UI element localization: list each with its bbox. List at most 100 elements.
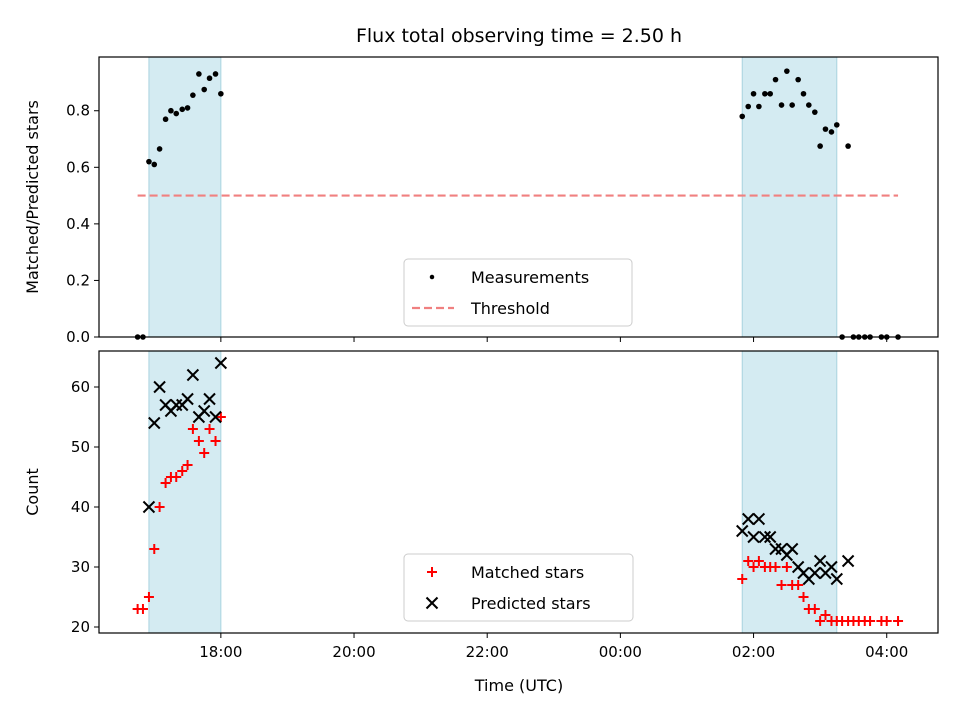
x-tick-label: 02:00 [732,643,775,661]
data-point [763,530,777,544]
legend-label: Threshold [470,299,550,318]
data-point [742,512,755,526]
data-point [789,102,795,108]
data-point [743,556,754,566]
data-point [762,90,768,97]
shaded-interval [741,56,838,338]
axes-frame [98,56,939,338]
data-point [750,90,757,97]
data-point [182,460,193,470]
x-axis-label: Time (UTC) [474,676,563,695]
data-point [218,90,224,97]
data-point [753,556,764,566]
x-tick-label: 20:00 [332,643,375,661]
x-tick-label: 18:00 [199,643,242,661]
legend-marker [427,567,437,577]
data-point [808,566,822,580]
data-point [196,71,202,77]
data-point [186,368,200,382]
data-point [204,424,215,434]
data-point [151,161,158,168]
data-point [817,143,823,149]
data-point [772,76,779,83]
y-axis-label: Count [23,468,42,516]
data-point [146,158,152,165]
data-point [162,116,169,123]
data-point [212,71,219,77]
data-point [177,466,188,476]
data-point [841,554,855,568]
legend-label: Predicted stars [471,594,591,613]
series-predicted-stars [142,356,855,586]
data-point [179,106,186,113]
data-point [745,103,752,110]
data-point [825,560,838,574]
y-tick-label: 20 [71,618,90,636]
data-point [809,604,820,614]
data-point [881,616,892,626]
data-point [784,68,790,74]
legend-label: Matched stars [471,563,584,582]
data-point [201,86,208,93]
y-tick-label: 40 [71,498,90,516]
data-point [181,392,194,406]
data-point [747,530,760,544]
x-tick-label: 22:00 [466,643,509,661]
y-tick-label: 0.4 [66,215,90,233]
data-point [137,604,148,614]
data-point [154,502,165,512]
shaded-interval [741,350,838,634]
data-point [199,448,210,458]
x-tick-label: 00:00 [599,643,642,661]
y-tick-label: 0.6 [66,158,90,176]
data-point [776,580,787,590]
data-point [193,436,204,446]
data-point [785,542,799,556]
data-point [778,102,785,108]
data-point [173,110,180,117]
legend-marker [425,596,439,610]
data-point [153,380,166,394]
data-point [828,129,835,135]
shaded-interval [148,56,222,338]
data-point [168,107,174,114]
data-point [171,472,182,482]
data-point [142,500,156,514]
data-point [795,76,801,83]
data-point [736,524,749,538]
data-point [822,126,829,132]
axes-frame [98,350,939,634]
y-tick-label: 0.8 [66,102,90,120]
data-point [215,412,226,422]
data-point [820,610,831,620]
data-point [865,616,876,626]
data-point [184,105,191,111]
legend-marker [429,274,435,280]
data-point [156,146,163,152]
data-point [798,592,809,602]
data-point [187,424,198,434]
data-point [893,616,904,626]
data-point [781,562,792,572]
legend-label: Measurements [471,268,589,287]
data-point [748,562,759,572]
data-point [160,478,171,488]
data-point [800,90,807,97]
data-point [143,592,154,602]
data-point [148,416,161,430]
data-point [845,143,851,149]
chart-title: Flux total observing time = 2.50 h [356,25,682,47]
bottom-panel: 20 30 40 50 60 18:00 20:00 22:00 00:00 02:00 04:00… [23,350,939,661]
legend-box [403,258,633,327]
data-point [806,102,812,108]
data-point [752,512,766,526]
legend-box [403,553,634,622]
y-axis-label: Matched/Predicted stars [23,100,42,294]
y-tick-label: 0.0 [66,328,90,346]
data-point [815,616,826,626]
legend: Measurements Threshold [403,258,633,327]
data-point [198,404,211,418]
data-point [793,580,804,590]
data-point [190,92,196,98]
shaded-interval [148,350,222,634]
